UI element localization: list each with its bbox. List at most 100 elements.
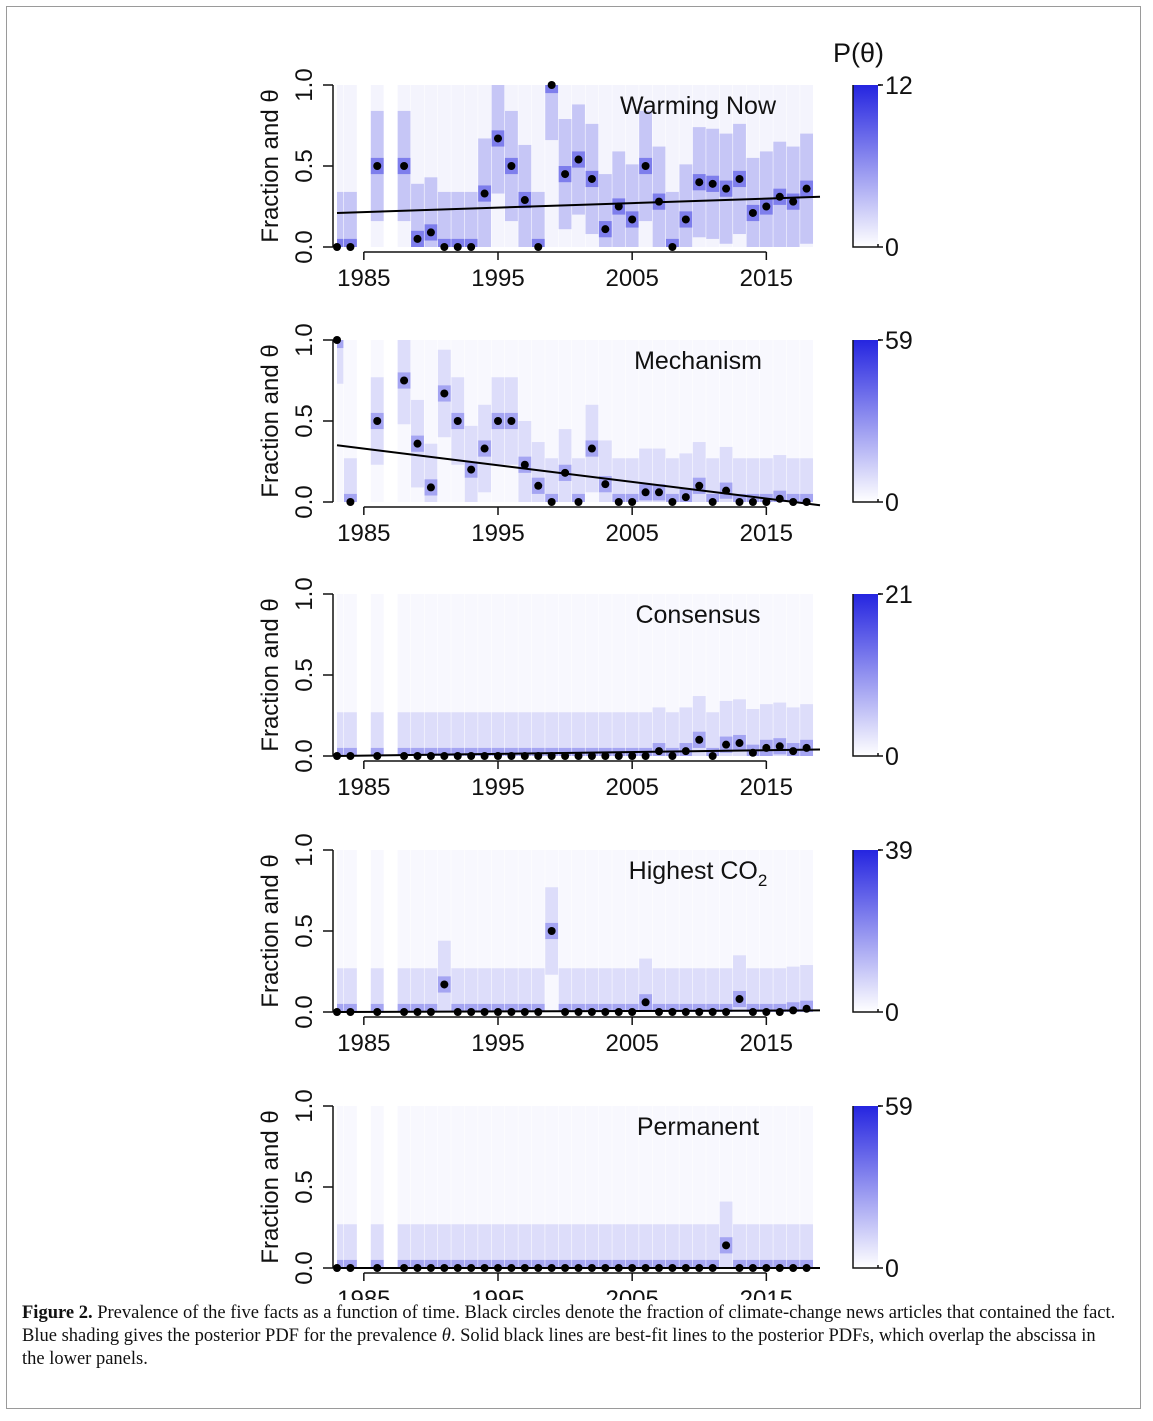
data-point bbox=[333, 1264, 341, 1272]
posterior-column bbox=[625, 968, 639, 1012]
x-tick-label: 2015 bbox=[740, 1286, 793, 1300]
data-point bbox=[708, 1264, 717, 1272]
posterior-core bbox=[464, 238, 478, 247]
x-tick-label: 2005 bbox=[605, 1286, 658, 1300]
colorbar bbox=[853, 340, 878, 502]
posterior-column bbox=[598, 712, 612, 756]
posterior-column bbox=[478, 712, 492, 756]
data-point bbox=[547, 1264, 556, 1272]
x-tick-label: 1985 bbox=[337, 774, 390, 801]
posterior-column bbox=[706, 712, 720, 756]
posterior-column-bg bbox=[598, 85, 612, 247]
colorbar-min-label: 0 bbox=[885, 489, 899, 517]
posterior-core bbox=[706, 493, 720, 502]
data-point bbox=[762, 202, 771, 211]
data-point bbox=[641, 998, 650, 1007]
data-point bbox=[668, 498, 677, 506]
data-point bbox=[453, 243, 462, 251]
data-point bbox=[373, 1008, 382, 1016]
data-point bbox=[413, 1264, 422, 1272]
data-point bbox=[400, 376, 409, 385]
data-point bbox=[520, 460, 529, 469]
posterior-column bbox=[572, 1224, 585, 1268]
posterior-column bbox=[451, 968, 465, 1012]
posterior-column-bg bbox=[719, 85, 733, 247]
data-point bbox=[534, 752, 543, 760]
posterior-column bbox=[343, 968, 357, 1012]
posterior-column bbox=[572, 968, 585, 1012]
posterior-core bbox=[800, 493, 814, 502]
posterior-column-bg bbox=[746, 85, 760, 247]
posterior-shading bbox=[337, 887, 814, 1012]
posterior-core bbox=[337, 1259, 344, 1268]
posterior-core bbox=[337, 340, 344, 349]
posterior-column-bg bbox=[451, 85, 465, 247]
data-point bbox=[440, 752, 449, 760]
posterior-column bbox=[343, 458, 357, 502]
data-point bbox=[762, 498, 771, 506]
data-point bbox=[413, 234, 422, 243]
posterior-core bbox=[773, 1259, 787, 1268]
posterior-core bbox=[411, 1259, 424, 1268]
posterior-column-bg bbox=[800, 85, 814, 247]
posterior-core bbox=[531, 1003, 545, 1012]
posterior-core bbox=[370, 1003, 384, 1012]
data-point bbox=[641, 488, 650, 497]
data-point bbox=[681, 747, 690, 756]
posterior-column bbox=[545, 85, 559, 141]
panel-4: 0.0 0.5 1.0 Fraction and θ 1985 1995 2005 2015 H… bbox=[257, 833, 913, 1057]
data-point bbox=[547, 81, 556, 89]
data-point bbox=[561, 170, 570, 179]
posterior-core bbox=[504, 1259, 518, 1268]
posterior-column-bg bbox=[411, 85, 424, 247]
posterior-column bbox=[706, 968, 720, 1012]
data-point bbox=[681, 1264, 690, 1272]
data-point bbox=[681, 493, 690, 502]
x-tick-label: 1995 bbox=[471, 1286, 524, 1300]
x-tick-label: 1995 bbox=[471, 774, 524, 801]
data-point bbox=[748, 1264, 757, 1272]
posterior-core bbox=[598, 1259, 612, 1268]
posterior-column bbox=[746, 709, 760, 756]
data-point bbox=[775, 1264, 784, 1272]
data-point bbox=[641, 1264, 650, 1272]
posterior-column bbox=[518, 1224, 532, 1268]
posterior-column bbox=[411, 1224, 424, 1268]
data-point bbox=[614, 1008, 623, 1016]
y-tick-label: 0.5 bbox=[291, 404, 318, 437]
posterior-core bbox=[692, 1259, 706, 1268]
posterior-core bbox=[424, 1259, 438, 1268]
data-point bbox=[655, 747, 663, 756]
posterior-column-bg bbox=[773, 85, 787, 247]
posterior-core bbox=[679, 1003, 693, 1012]
data-point bbox=[735, 174, 744, 183]
panel-title: Mechanism bbox=[634, 347, 762, 375]
posterior-column bbox=[572, 458, 585, 502]
data-point bbox=[587, 174, 596, 183]
posterior-column bbox=[639, 712, 653, 756]
colorbar-min-label: 0 bbox=[885, 999, 899, 1027]
data-point bbox=[373, 417, 382, 425]
y-tick-label: 1.0 bbox=[291, 577, 318, 610]
posterior-column bbox=[733, 458, 746, 502]
data-point bbox=[735, 1264, 744, 1272]
data-point bbox=[722, 184, 731, 193]
posterior-core bbox=[545, 85, 559, 94]
posterior-column bbox=[558, 712, 572, 756]
posterior-core bbox=[665, 238, 679, 247]
data-point bbox=[614, 202, 623, 211]
posterior-core bbox=[343, 747, 357, 756]
data-point bbox=[400, 1264, 409, 1272]
posterior-column bbox=[531, 712, 545, 756]
posterior-core bbox=[545, 747, 559, 756]
posterior-core bbox=[370, 747, 384, 756]
posterior-core bbox=[424, 747, 438, 756]
posterior-core bbox=[451, 238, 465, 247]
data-point bbox=[494, 1008, 502, 1016]
data-point bbox=[346, 752, 355, 760]
posterior-column bbox=[558, 429, 572, 502]
posterior-column bbox=[692, 1224, 706, 1268]
data-point bbox=[695, 178, 704, 187]
data-point bbox=[614, 752, 623, 760]
posterior-column-bg bbox=[437, 85, 451, 247]
